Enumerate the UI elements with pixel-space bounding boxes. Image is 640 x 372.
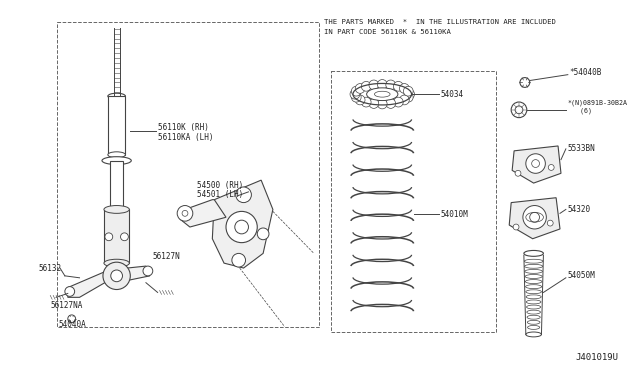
Polygon shape [509,198,560,239]
Circle shape [369,99,379,108]
Text: 56127NA: 56127NA [50,301,83,310]
Circle shape [394,97,403,107]
Text: 56132: 56132 [38,263,61,273]
Circle shape [513,224,519,230]
Text: 54040A: 54040A [58,320,86,329]
Ellipse shape [527,310,540,314]
Circle shape [515,106,523,114]
Bar [108,96,125,155]
Text: 54050M: 54050M [568,271,596,280]
Text: 54034: 54034 [441,90,464,99]
Ellipse shape [526,300,541,304]
Circle shape [511,102,527,118]
Ellipse shape [524,259,543,263]
Circle shape [143,266,153,276]
Polygon shape [109,266,150,283]
Ellipse shape [367,88,398,100]
Circle shape [399,84,409,93]
Circle shape [257,228,269,240]
Circle shape [355,95,365,105]
Circle shape [386,99,396,108]
Ellipse shape [525,280,542,283]
Circle shape [103,262,131,289]
Ellipse shape [527,315,540,319]
Circle shape [548,164,554,170]
Circle shape [362,81,371,91]
Ellipse shape [524,250,543,256]
Circle shape [399,95,409,105]
Ellipse shape [374,91,390,97]
Circle shape [515,170,521,176]
Circle shape [105,233,113,241]
Ellipse shape [108,152,125,158]
Circle shape [403,86,413,96]
Polygon shape [512,146,561,183]
Circle shape [111,270,122,282]
Circle shape [182,211,188,216]
Circle shape [177,206,193,221]
Bar [57,22,319,327]
Circle shape [235,220,248,234]
Ellipse shape [102,157,131,164]
Circle shape [120,233,129,241]
Ellipse shape [527,326,540,329]
Circle shape [532,160,540,167]
Bar [104,209,129,263]
Ellipse shape [104,259,129,267]
Circle shape [523,206,547,229]
Circle shape [526,154,545,173]
Text: J401019U: J401019U [575,353,619,362]
Ellipse shape [525,269,543,273]
Text: 54500 (RH): 54500 (RH) [196,180,243,189]
Circle shape [404,89,415,99]
Text: THE PARTS MARKED  *  IN THE ILLUSTRATION ARE INCLUDED: THE PARTS MARKED * IN THE ILLUSTRATION A… [324,19,556,25]
Text: 5533BN: 5533BN [568,144,596,153]
Circle shape [547,220,553,226]
Circle shape [362,97,371,107]
Polygon shape [212,180,273,268]
Text: 54501 (LH): 54501 (LH) [196,190,243,199]
Ellipse shape [526,332,541,337]
Bar [332,71,495,333]
Text: 56110K (RH): 56110K (RH) [157,123,209,132]
Ellipse shape [108,93,125,99]
Circle shape [520,78,530,87]
Ellipse shape [110,207,124,212]
Circle shape [403,92,413,102]
Circle shape [226,211,257,243]
Circle shape [350,89,360,99]
Circle shape [236,187,252,203]
Ellipse shape [525,285,541,289]
Text: *(N)0891B-30B2A
   (6): *(N)0891B-30B2A (6) [568,100,628,114]
Ellipse shape [526,290,541,294]
Circle shape [351,86,361,96]
Ellipse shape [525,275,542,278]
Ellipse shape [527,305,541,309]
Text: 56127N: 56127N [153,252,180,261]
Polygon shape [180,200,226,227]
Circle shape [369,80,379,90]
Circle shape [232,253,246,267]
Polygon shape [68,270,116,297]
Circle shape [386,80,396,90]
Circle shape [68,315,76,323]
Ellipse shape [104,206,129,214]
Ellipse shape [527,320,540,324]
Circle shape [394,81,403,91]
Circle shape [65,286,75,296]
Text: 56110KA (LH): 56110KA (LH) [157,133,213,142]
Ellipse shape [526,295,541,299]
Text: IN PART CODE 56110K & 56110KA: IN PART CODE 56110K & 56110KA [324,29,451,35]
Circle shape [530,212,540,222]
Circle shape [355,84,365,93]
Circle shape [351,92,361,102]
Ellipse shape [525,264,543,268]
Circle shape [378,80,387,89]
Text: 54320: 54320 [568,205,591,214]
Circle shape [378,99,387,109]
Bar [110,161,124,209]
Text: *54040B: *54040B [570,68,602,77]
Text: 54010M: 54010M [441,210,468,219]
